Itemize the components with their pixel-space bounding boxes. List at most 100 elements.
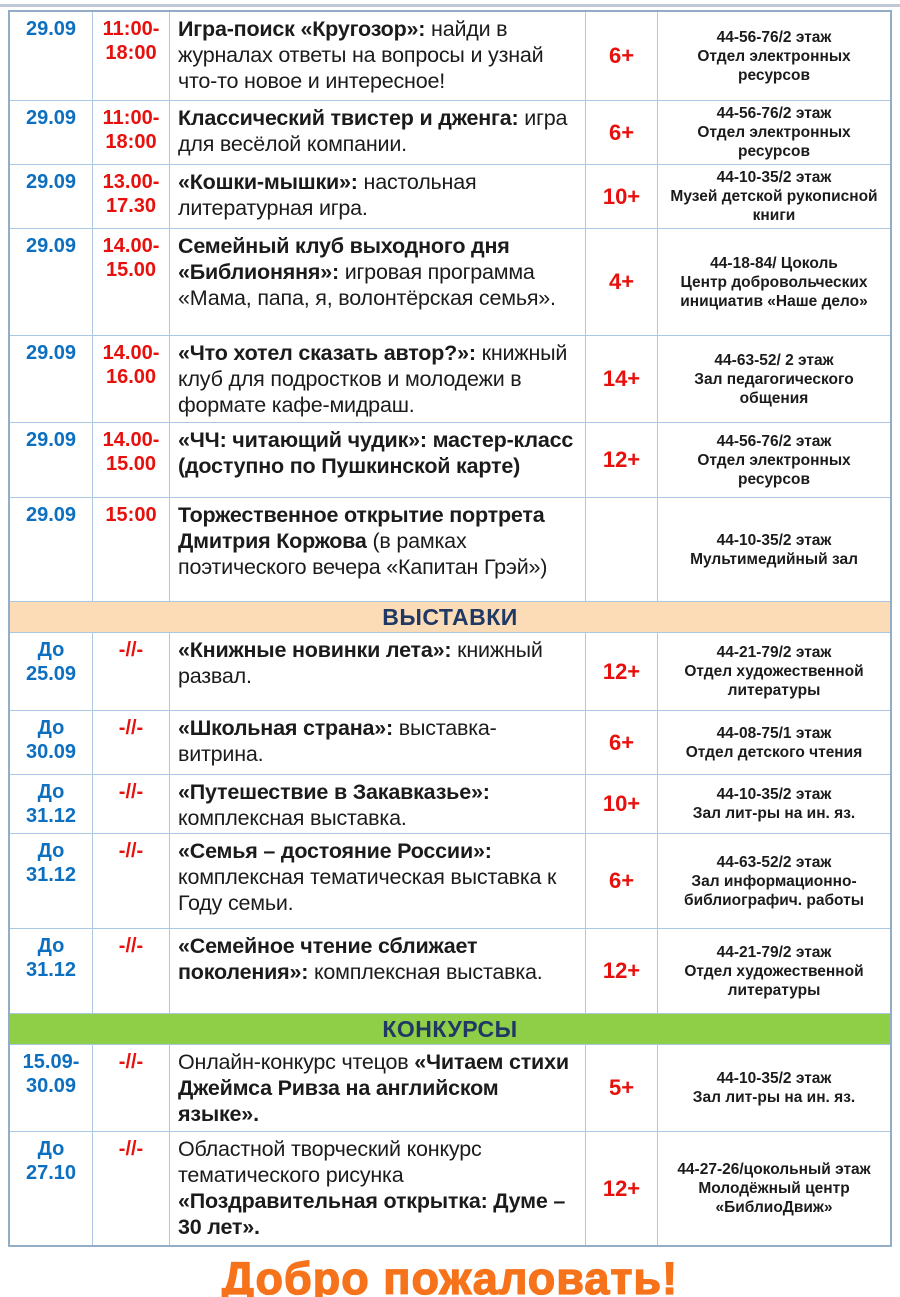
description-segment: «Школьная страна»: xyxy=(178,716,399,740)
event-location: 44-08-75/1 этаж Отдел детского чтения xyxy=(685,724,863,761)
event-time: -//- xyxy=(93,929,170,1013)
table-row: 29.09 14.00- 16.00 «Что хотел сказать ав… xyxy=(10,335,890,422)
age-rating-badge: 6+ xyxy=(586,101,658,164)
event-date: До 31.12 xyxy=(10,834,93,928)
age-rating-badge: 10+ xyxy=(586,165,658,228)
description-segment: «Путешествие в Закавказье»: xyxy=(178,780,490,804)
description-segment: Семейный клуб выходного дня «Библионяня»… xyxy=(178,234,510,284)
age-rating-badge: 4+ xyxy=(586,229,658,335)
event-time: 13.00- 17.30 xyxy=(93,165,170,228)
description-segment: Онлайн-конкурс чтецов xyxy=(178,1050,415,1074)
section-header: ВЫСТАВКИ xyxy=(10,601,890,632)
event-description: «Семья – достояние России»: комплексная … xyxy=(170,834,586,928)
description-segment: «Семья – достояние России»: xyxy=(178,839,492,863)
event-location: 44-27-26/цокольный этаж Молодёжный центр… xyxy=(677,1161,871,1216)
events-table: 29.09 11:00- 18:00 Игра-поиск «Кругозор»… xyxy=(8,10,892,1247)
event-location: 44-10-35/2 этаж Музей детской рукописной… xyxy=(670,169,878,224)
age-rating-badge: 6+ xyxy=(586,711,658,774)
event-date: 29.09 xyxy=(10,229,93,335)
description-segment: игра для весёлой компании. xyxy=(178,106,568,156)
age-rating-badge: 6+ xyxy=(586,834,658,928)
age-rating-badge: 5+ xyxy=(586,1045,658,1131)
age-rating-badge: 12+ xyxy=(586,423,658,497)
description-segment: игровая программа «Мама, папа, я, волонт… xyxy=(178,260,556,310)
event-time: 14.00- 15.00 xyxy=(93,229,170,335)
description-segment: Торжественное открытие портрета Дмитрия … xyxy=(178,503,545,553)
description-segment: Игра-поиск «Кругозор»: xyxy=(178,17,432,41)
event-date: 29.09 xyxy=(10,423,93,497)
table-row: 15.09- 30.09 -//- Онлайн-конкурс чтецов … xyxy=(10,1044,890,1131)
table-row: До 31.12 -//- «Семейное чтение сближает … xyxy=(10,928,890,1013)
description-segment: выставка-витрина. xyxy=(178,716,497,766)
event-location: 44-63-52/ 2 этаж Зал педагогического общ… xyxy=(694,351,854,407)
event-date: До 31.12 xyxy=(10,929,93,1013)
event-time: 11:00- 18:00 xyxy=(93,101,170,164)
age-rating-badge: 10+ xyxy=(586,775,658,833)
description-segment: «Что хотел сказать автор?»: xyxy=(178,341,482,365)
age-rating-badge: 14+ xyxy=(586,336,658,422)
description-segment: «Кошки-мышки»: xyxy=(178,170,364,194)
event-description: Торжественное открытие портрета Дмитрия … xyxy=(170,498,586,601)
section-header: КОНКУРСЫ xyxy=(10,1013,890,1044)
event-location: 44-10-35/2 этаж Зал лит-ры на ин. яз. xyxy=(692,786,856,822)
event-time: -//- xyxy=(93,834,170,928)
event-date: До 30.09 xyxy=(10,711,93,774)
event-description: «Что хотел сказать автор?»: книжный клуб… xyxy=(170,336,586,422)
description-segment: настольная литературная игра. xyxy=(178,170,477,220)
table-row: До 25.09 -//- «Книжные новинки лета»: кн… xyxy=(10,632,890,710)
age-rating-badge: 6+ xyxy=(586,12,658,100)
description-segment: Областной творческий конкурс тематическо… xyxy=(178,1137,482,1187)
event-time: 15:00 xyxy=(93,498,170,601)
event-description: «Семейное чтение сближает поколения»: ко… xyxy=(170,929,586,1013)
description-segment: комплексная выставка. xyxy=(313,960,543,984)
event-location: 44-21-79/2 этаж Отдел художественной лит… xyxy=(684,943,864,999)
table-row: 29.09 11:00- 18:00 Классический твистер … xyxy=(10,100,890,164)
description-segment: «Поздравительная открытка: Думе – 30 лет… xyxy=(178,1189,566,1239)
event-location: 44-10-35/2 этаж Мультимедийный зал xyxy=(690,531,858,568)
event-time: 11:00- 18:00 xyxy=(93,12,170,100)
event-description: «Школьная страна»: выставка-витрина. xyxy=(170,711,586,774)
table-row: 29.09 14.00- 15.00 Семейный клуб выходно… xyxy=(10,228,890,335)
event-location: 44-10-35/2 этаж Зал лит-ры на ин. яз. xyxy=(692,1070,856,1106)
event-location: 44-56-76/2 этаж Отдел электронных ресурс… xyxy=(697,105,851,160)
description-segment: Классический твистер и дженга: xyxy=(178,106,525,130)
event-description: «Кошки-мышки»: настольная литературная и… xyxy=(170,165,586,228)
event-date: До 31.12 xyxy=(10,775,93,833)
event-description: Классический твистер и дженга: игра для … xyxy=(170,101,586,164)
event-time: 14.00- 15.00 xyxy=(93,423,170,497)
description-segment: (в рамках поэтического вечера «Капитан Г… xyxy=(178,529,548,579)
event-date: 29.09 xyxy=(10,336,93,422)
table-row: До 27.10 -//- Областной творческий конку… xyxy=(10,1131,890,1245)
event-date: 29.09 xyxy=(10,12,93,100)
event-description: Игра-поиск «Кругозор»: найди в журналах … xyxy=(170,12,586,100)
description-segment: комплексная выставка. xyxy=(178,806,407,830)
event-date: 29.09 xyxy=(10,498,93,601)
event-description: «Путешествие в Закавказье»: комплексная … xyxy=(170,775,586,833)
event-date: До 25.09 xyxy=(10,633,93,710)
event-date: До 27.10 xyxy=(10,1132,93,1245)
event-time: -//- xyxy=(93,1045,170,1131)
event-description: «ЧЧ: читающий чудик»: мастер-класс (дост… xyxy=(170,423,586,497)
event-time: 14.00- 16.00 xyxy=(93,336,170,422)
age-rating-badge: 12+ xyxy=(586,1132,658,1245)
event-time: -//- xyxy=(93,1132,170,1245)
age-rating-badge: 12+ xyxy=(586,633,658,710)
description-segment: «Книжные новинки лета»: xyxy=(178,638,458,662)
event-location: 44-56-76/2 этаж Отдел электронных ресурс… xyxy=(697,28,851,84)
table-row: До 31.12 -//- «Путешествие в Закавказье»… xyxy=(10,774,890,833)
table-row: 29.09 13.00- 17.30 «Кошки-мышки»: настол… xyxy=(10,164,890,228)
description-segment: книжный клуб для подростков и молодежи в… xyxy=(178,341,568,417)
description-segment: «Семейное чтение сближает поколения»: xyxy=(178,934,478,984)
event-location: 44-18-84/ Цоколь Центр добровольческих и… xyxy=(680,254,868,310)
event-description: «Книжные новинки лета»: книжный развал. xyxy=(170,633,586,710)
event-time: -//- xyxy=(93,633,170,710)
table-row: До 30.09 -//- «Школьная страна»: выставк… xyxy=(10,710,890,774)
event-date: 29.09 xyxy=(10,101,93,164)
table-row: 29.09 11:00- 18:00 Игра-поиск «Кругозор»… xyxy=(10,12,890,100)
table-row: 29.09 15:00 Торжественное открытие портр… xyxy=(10,497,890,601)
event-time: -//- xyxy=(93,711,170,774)
description-segment: «ЧЧ: читающий чудик»: мастер-класс (дост… xyxy=(178,428,574,478)
description-segment: «Читаем стихи Джеймса Ривза на английско… xyxy=(178,1050,569,1126)
description-segment: найди в журналах ответы на вопросы и узн… xyxy=(178,17,544,93)
